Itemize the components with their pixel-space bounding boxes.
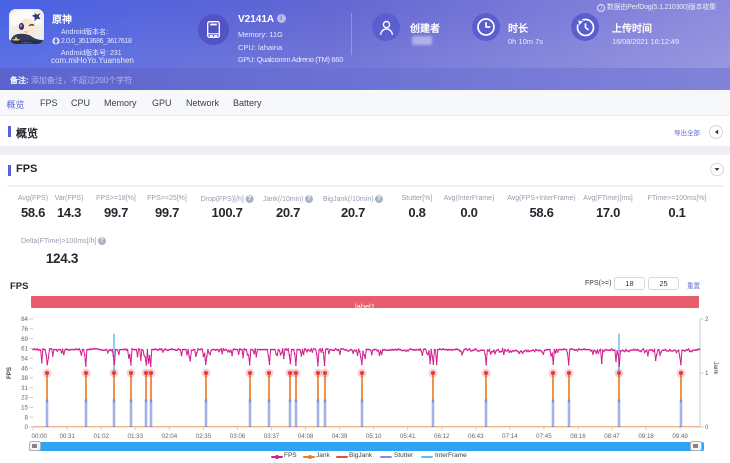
svg-text:01:02: 01:02 — [94, 433, 110, 440]
svg-text:06:43: 06:43 — [468, 433, 484, 440]
svg-text:miHoYo: miHoYo — [22, 40, 32, 44]
svg-text:8: 8 — [25, 414, 29, 421]
svg-text:0: 0 — [25, 424, 29, 431]
svg-text:09:18: 09:18 — [638, 433, 654, 440]
svg-text:0: 0 — [705, 424, 709, 431]
svg-text:07:45: 07:45 — [536, 433, 552, 440]
svg-text:05:41: 05:41 — [400, 433, 416, 440]
svg-text:03:37: 03:37 — [264, 433, 280, 440]
svg-text:31: 31 — [21, 385, 28, 392]
svg-text:00:31: 00:31 — [59, 433, 75, 440]
svg-text:23: 23 — [21, 395, 28, 402]
svg-text:Jank: Jank — [712, 361, 719, 375]
svg-text:1: 1 — [705, 370, 709, 377]
svg-text:01:33: 01:33 — [128, 433, 144, 440]
svg-text:05:10: 05:10 — [366, 433, 382, 440]
svg-text:04:08: 04:08 — [298, 433, 314, 440]
svg-text:15: 15 — [21, 405, 28, 412]
svg-text:FPS: FPS — [6, 367, 13, 379]
svg-text:08:16: 08:16 — [570, 433, 586, 440]
svg-text:02:04: 02:04 — [162, 433, 178, 440]
svg-text:09:49: 09:49 — [672, 433, 688, 440]
svg-text:38: 38 — [21, 375, 28, 382]
svg-text:2: 2 — [705, 316, 709, 323]
svg-text:08:47: 08:47 — [604, 433, 620, 440]
svg-text:00:00: 00:00 — [32, 433, 48, 440]
svg-text:54: 54 — [21, 356, 28, 363]
svg-text:07:14: 07:14 — [502, 433, 518, 440]
svg-text:03:06: 03:06 — [230, 433, 246, 440]
svg-text:46: 46 — [21, 365, 28, 372]
svg-text:61: 61 — [21, 346, 28, 353]
svg-text:04:39: 04:39 — [332, 433, 348, 440]
svg-text:02:35: 02:35 — [196, 433, 212, 440]
svg-text:84: 84 — [21, 316, 28, 323]
svg-text:69: 69 — [21, 336, 28, 343]
svg-text:76: 76 — [21, 326, 28, 333]
svg-text:06:12: 06:12 — [434, 433, 450, 440]
